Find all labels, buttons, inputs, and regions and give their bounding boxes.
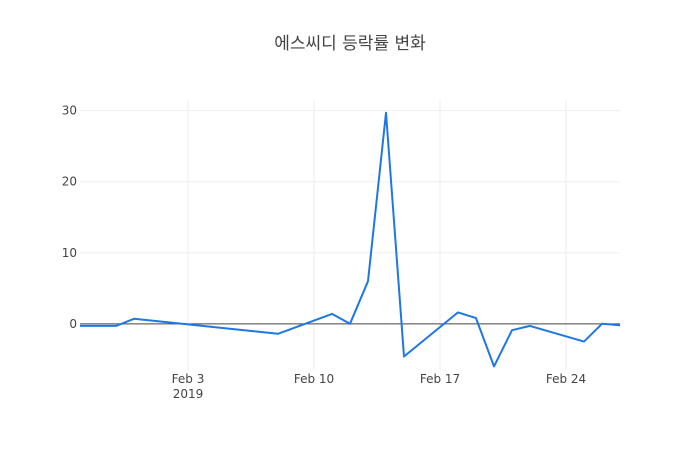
series-line <box>80 111 621 368</box>
x-tick-year-label: 2019 <box>173 387 204 401</box>
data-point[interactable] <box>131 316 137 322</box>
data-point[interactable] <box>491 363 497 369</box>
data-point[interactable] <box>581 339 587 345</box>
x-tick-label: Feb 17 <box>420 372 460 386</box>
data-point[interactable] <box>275 331 281 337</box>
y-tick-label: 30 <box>62 104 77 118</box>
x-tick-label: Feb 10 <box>294 372 334 386</box>
data-point[interactable] <box>527 323 533 329</box>
y-tick-label: 10 <box>62 246 77 260</box>
data-point[interactable] <box>455 309 461 315</box>
data-point[interactable] <box>347 321 353 327</box>
data-point[interactable] <box>365 278 371 284</box>
data-point[interactable] <box>509 327 515 333</box>
data-point[interactable] <box>401 354 407 360</box>
data-point[interactable] <box>77 323 83 329</box>
data-point[interactable] <box>617 322 623 328</box>
y-tick-label: 0 <box>69 317 77 331</box>
data-point[interactable] <box>599 321 605 327</box>
data-point[interactable] <box>383 110 389 116</box>
data-point[interactable] <box>113 323 119 329</box>
y-tick-label: 20 <box>62 175 77 189</box>
data-point[interactable] <box>329 311 335 317</box>
chart-title: 에스씨디 등락률 변화 <box>274 34 426 54</box>
data-point[interactable] <box>473 315 479 321</box>
x-tick-label: Feb 24 <box>546 372 586 386</box>
x-tick-label: Feb 3 <box>172 372 205 386</box>
